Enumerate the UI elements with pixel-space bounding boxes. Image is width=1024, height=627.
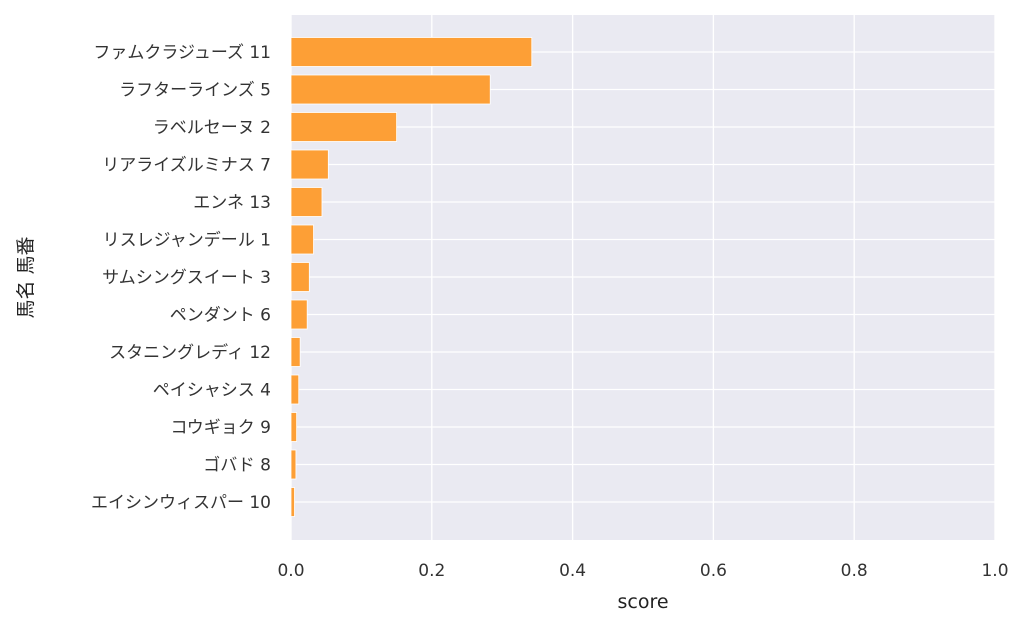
bar bbox=[290, 337, 301, 367]
y-tick-label: ラベルセーヌ 2 bbox=[153, 118, 271, 138]
y-tick-label: ペイシャシス 4 bbox=[153, 381, 271, 401]
y-tick-label: エイシンウィスパー 10 bbox=[91, 493, 271, 513]
x-tick-label: 0.0 bbox=[277, 561, 304, 581]
bar bbox=[290, 299, 308, 330]
bar bbox=[290, 224, 314, 255]
x-tick-label: 0.4 bbox=[559, 561, 586, 581]
y-tick-labels: ファムクラジューズ 11 ラフターラインズ 5 ラベルセーヌ 2 リアライズルミナス … bbox=[91, 43, 271, 513]
y-tick-label: リスレジャンデール 1 bbox=[103, 230, 271, 251]
y-tick-label: リアライズルミナス 7 bbox=[102, 156, 271, 176]
bar bbox=[290, 374, 300, 405]
y-tick-label: コウギョク 9 bbox=[170, 418, 271, 438]
bar bbox=[290, 37, 533, 67]
bar bbox=[290, 412, 298, 442]
y-tick-label: ラフターラインズ 5 bbox=[119, 81, 271, 101]
bar bbox=[290, 449, 297, 480]
y-tick-label: ゴバド 8 bbox=[203, 455, 271, 476]
bar bbox=[290, 187, 323, 217]
y-tick-label: スタニングレディ 12 bbox=[109, 342, 271, 363]
bar bbox=[290, 112, 397, 142]
bars bbox=[290, 37, 533, 517]
y-tick-label: ファムクラジューズ 11 bbox=[93, 43, 271, 63]
x-axis-label: score bbox=[617, 591, 668, 613]
x-tick-label: 0.6 bbox=[700, 561, 727, 581]
bar bbox=[290, 262, 310, 292]
bar bbox=[290, 149, 329, 180]
y-tick-label: サムシングスイート 3 bbox=[102, 268, 271, 288]
bar bbox=[290, 74, 491, 105]
y-tick-label: ペンダント 6 bbox=[170, 306, 271, 326]
y-tick-label: エンネ 13 bbox=[193, 193, 271, 213]
x-tick-labels: 0.0 0.2 0.4 0.6 0.8 1.0 bbox=[277, 561, 1008, 581]
y-axis-label: 馬名 馬番 bbox=[15, 236, 37, 318]
x-tick-label: 0.2 bbox=[418, 561, 445, 581]
x-tick-label: 1.0 bbox=[981, 561, 1008, 581]
x-tick-label: 0.8 bbox=[841, 561, 868, 581]
bar bbox=[290, 487, 295, 517]
